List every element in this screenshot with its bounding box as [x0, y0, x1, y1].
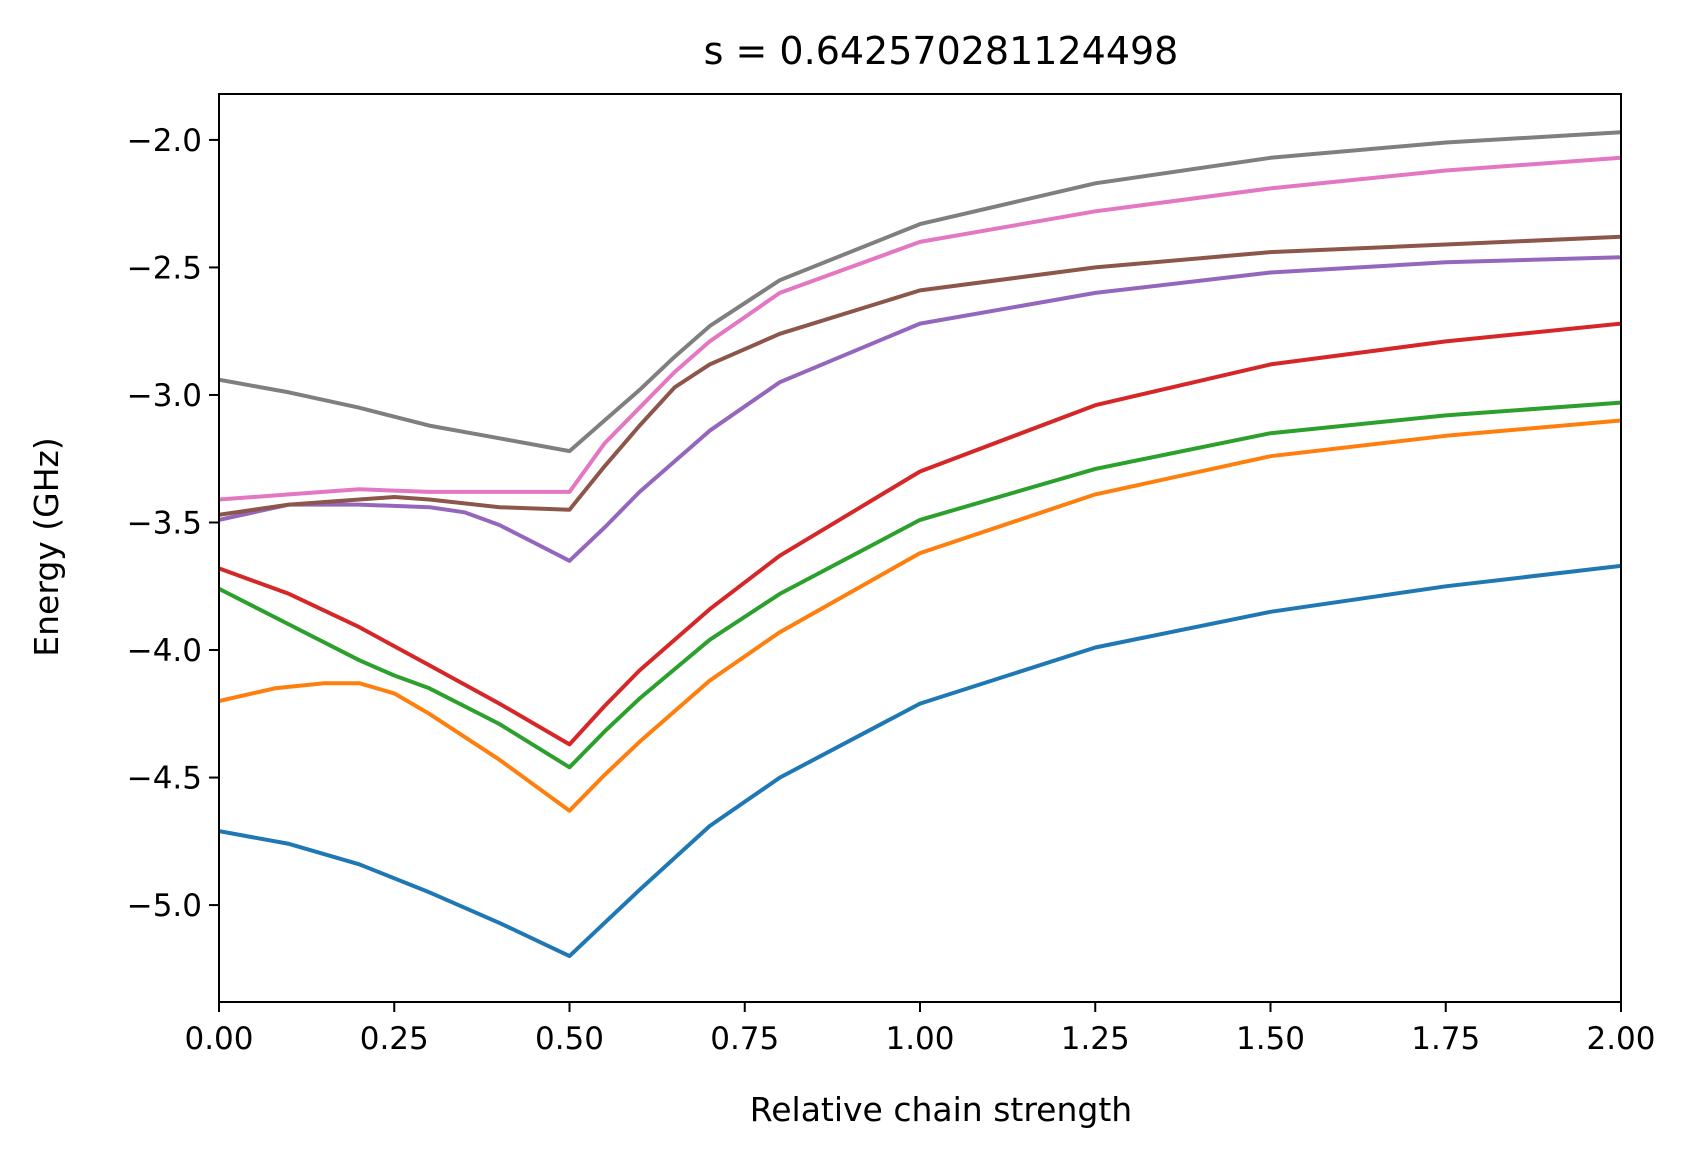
x-tick-label: 0.00	[184, 1021, 253, 1057]
x-tick-label: 0.50	[535, 1021, 604, 1057]
y-tick-label: −4.5	[127, 761, 202, 797]
plot-area	[219, 132, 1621, 956]
x-tick-label: 1.00	[885, 1021, 954, 1057]
x-tick-label: 0.75	[710, 1021, 779, 1057]
x-axis-label: Relative chain strength	[750, 1090, 1132, 1129]
y-tick-label: −2.0	[127, 123, 202, 159]
y-tick-label: −2.5	[127, 250, 202, 286]
chart-title: s = 0.642570281124498	[704, 29, 1179, 73]
series-line-7	[219, 158, 1621, 500]
series-line-5	[219, 257, 1621, 561]
x-tick-label: 1.50	[1236, 1021, 1305, 1057]
x-tick-label: 1.75	[1411, 1021, 1480, 1057]
x-tick-label: 2.00	[1586, 1021, 1655, 1057]
y-tick-label: −4.0	[127, 633, 202, 669]
x-tick-label: 1.25	[1061, 1021, 1130, 1057]
series-line-2	[219, 421, 1621, 811]
series-line-1	[219, 566, 1621, 956]
plot-frame	[219, 94, 1621, 1002]
y-tick-label: −5.0	[127, 888, 202, 924]
y-tick-label: −3.5	[127, 505, 202, 541]
y-tick-label: −3.0	[127, 378, 202, 414]
x-tick-label: 0.25	[360, 1021, 429, 1057]
y-axis-label: Energy (GHz)	[27, 437, 66, 656]
series-line-4	[219, 324, 1621, 745]
axes: 0.00 0.25 0.50 0.75 1.00 1.25 1.50 1.75 2.00 −2.0…	[127, 94, 1656, 1057]
